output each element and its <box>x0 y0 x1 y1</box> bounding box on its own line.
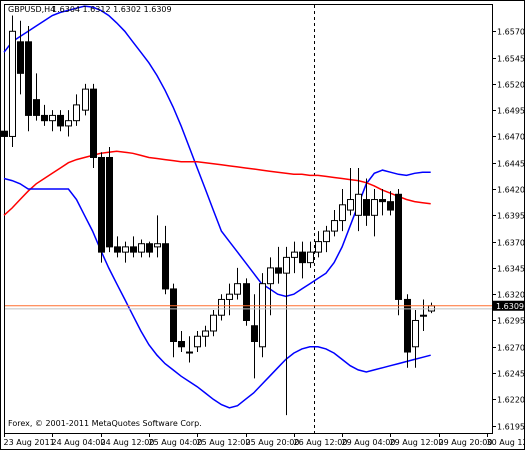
candle-body <box>123 247 129 252</box>
y-tick-label: 1.6370 <box>497 239 525 248</box>
candle <box>396 189 402 315</box>
candle-body <box>147 244 153 252</box>
chart-header-ohlc: 1.6304 1.6312 1.6302 1.6309 <box>52 5 172 14</box>
candle-body <box>155 244 161 247</box>
candle-body <box>115 247 121 252</box>
candle-body <box>99 157 105 252</box>
candle <box>91 84 97 168</box>
chart-header-symbol: GBPUSD,H4 <box>8 5 55 14</box>
candle-body <box>429 306 435 311</box>
y-tick-label: 1.6320 <box>497 291 525 300</box>
y-tick-label: 1.6295 <box>497 317 525 326</box>
candle-body <box>179 342 185 347</box>
candle <box>260 273 266 357</box>
candle-body <box>308 252 314 263</box>
candle-body <box>340 205 346 221</box>
y-tick-label: 1.6520 <box>497 81 525 90</box>
x-tick-label: 29 Aug 20:00 <box>439 438 493 447</box>
candle-body <box>244 284 250 321</box>
candle-body <box>203 331 209 336</box>
x-tick-label: 25 Aug 04:00 <box>149 438 203 447</box>
x-tick-label: 30 Aug 12:00 <box>487 438 525 447</box>
candle-body <box>66 121 72 126</box>
candle-body <box>26 42 32 116</box>
candle-body <box>268 268 274 284</box>
y-tick-label: 1.6345 <box>497 265 525 274</box>
candle-body <box>107 157 113 246</box>
y-tick-label: 1.6570 <box>497 28 525 37</box>
candle <box>99 152 105 262</box>
candle-body <box>372 200 378 216</box>
candle-body <box>139 244 145 252</box>
y-tick-label: 1.6545 <box>497 55 525 64</box>
y-tick-label: 1.6420 <box>497 186 525 195</box>
candle-body <box>356 194 362 215</box>
candle <box>26 26 32 131</box>
candle-body <box>421 315 427 316</box>
candle-body <box>276 268 282 273</box>
y-tick-label: 1.6470 <box>497 133 525 142</box>
candle-body <box>227 294 233 299</box>
candle <box>244 278 250 325</box>
candle-body <box>211 315 217 331</box>
candle-body <box>50 115 56 120</box>
candle-body <box>396 194 402 299</box>
y-tick-label: 1.6495 <box>497 107 525 116</box>
y-tick-label: 1.6445 <box>497 160 525 169</box>
x-tick-label: 25 Aug 20:00 <box>246 438 300 447</box>
x-tick-label: 26 Aug 12:00 <box>294 438 348 447</box>
candle-body <box>252 326 258 342</box>
candle-body <box>2 131 8 136</box>
x-tick-label: 29 Aug 12:00 <box>390 438 444 447</box>
candle-body <box>235 284 241 295</box>
x-tick-label: 25 Aug 12:00 <box>197 438 251 447</box>
candle <box>107 147 113 252</box>
current-price-label: 1.6309 <box>496 302 524 311</box>
x-tick-label: 23 Aug 2011 <box>4 438 55 447</box>
candle-body <box>10 31 16 136</box>
candle-body <box>131 247 137 252</box>
candle-body <box>405 299 411 352</box>
candle-body <box>74 105 80 121</box>
candle-body <box>380 200 386 202</box>
candle-body <box>413 320 419 346</box>
candle-body <box>91 89 97 157</box>
y-tick-label: 1.6220 <box>497 396 525 405</box>
candle-body <box>300 252 306 263</box>
candle-body <box>364 200 370 216</box>
x-tick-label: 24 Aug 12:00 <box>101 438 155 447</box>
candle-body <box>316 242 322 253</box>
x-tick-label: 29 Aug 04:00 <box>342 438 396 447</box>
candle-body <box>34 100 40 116</box>
candle-body <box>187 352 193 353</box>
candle-body <box>332 221 338 232</box>
y-tick-label: 1.6395 <box>497 212 525 221</box>
x-tick-label: 24 Aug 04:00 <box>52 438 106 447</box>
candle-body <box>260 284 266 347</box>
candle-body <box>348 200 354 211</box>
candle-body <box>83 89 89 110</box>
candle-body <box>324 231 330 242</box>
candle-body <box>171 289 177 342</box>
candle-body <box>163 244 169 289</box>
candle <box>10 16 16 147</box>
candle-body <box>18 42 24 74</box>
candle-body <box>219 299 225 315</box>
candle-body <box>58 115 64 126</box>
y-tick-label: 1.6245 <box>497 370 525 379</box>
y-tick-label: 1.6195 <box>497 423 525 432</box>
candle-body <box>195 336 201 347</box>
candle-body <box>388 202 394 210</box>
chart-copyright: Forex, © 2001-2011 MetaQuotes Software C… <box>8 419 202 428</box>
y-tick-label: 1.6270 <box>497 344 525 353</box>
candle-body <box>42 115 48 120</box>
candle-body <box>284 257 290 273</box>
candle-body <box>292 252 298 257</box>
